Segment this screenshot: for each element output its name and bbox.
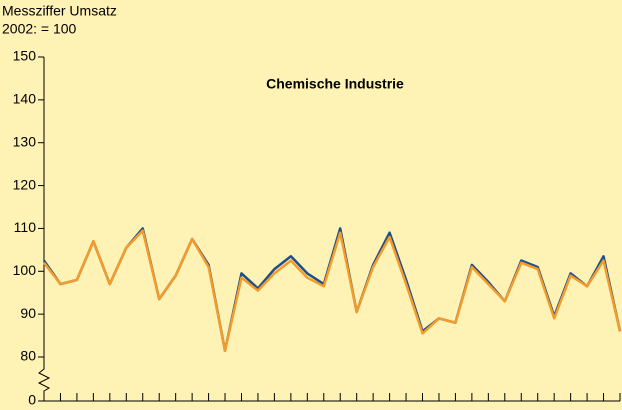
y-tick-label: 0	[28, 392, 36, 408]
y-axis-label: Messziffer Umsatz	[2, 3, 117, 19]
y-tick-label: 80	[20, 348, 36, 364]
data-line	[43, 229, 622, 352]
y-tick-label: 110	[14, 219, 37, 235]
y-tick-label: 140	[13, 91, 37, 107]
y-tick-label: 90	[20, 305, 36, 321]
y-axis-label: 2002: = 100	[2, 21, 77, 37]
axis-break-gap	[38, 367, 50, 391]
chart-title: Chemische Industrie	[266, 76, 404, 92]
y-tick-label: 150	[13, 48, 37, 64]
y-tick-label: 130	[13, 133, 37, 149]
axis-break	[37, 365, 51, 393]
y-tick-label: 120	[13, 176, 37, 192]
y-tick-label: 100	[13, 262, 37, 278]
